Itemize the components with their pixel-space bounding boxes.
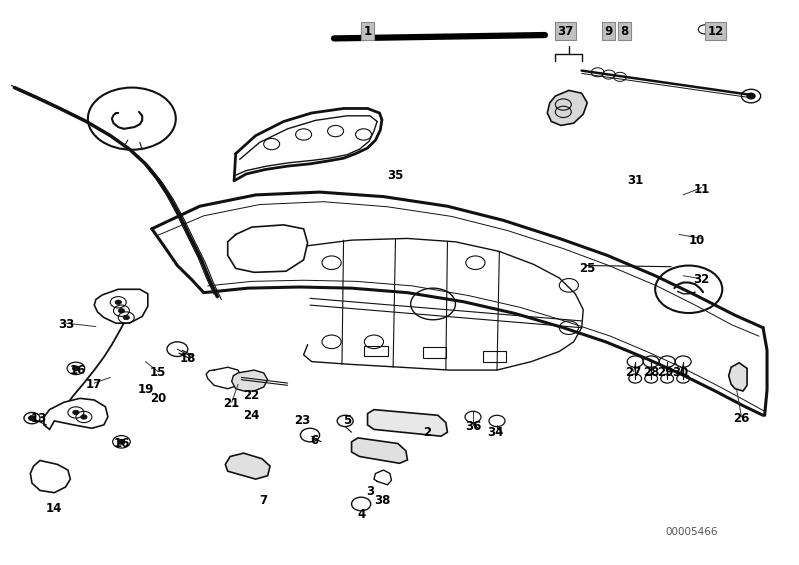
Circle shape [115,300,121,305]
Bar [483,351,506,362]
Text: 33: 33 [58,318,74,332]
Text: 3: 3 [366,485,374,498]
Polygon shape [352,438,407,463]
Text: 28: 28 [643,366,659,380]
Text: 24: 24 [244,408,260,422]
Text: 37: 37 [558,24,574,38]
Polygon shape [225,453,270,479]
Text: 8: 8 [621,24,629,38]
Bar [364,346,388,356]
Text: 4: 4 [358,507,366,521]
Circle shape [29,416,35,420]
Polygon shape [729,363,747,391]
Text: 7: 7 [260,493,268,507]
Text: 6: 6 [310,434,318,447]
Circle shape [118,308,125,313]
Text: 2: 2 [423,425,431,439]
Text: 1: 1 [364,24,372,38]
Text: 9: 9 [605,24,613,38]
Polygon shape [368,410,447,436]
Text: 32: 32 [694,273,710,286]
Polygon shape [547,90,587,125]
Circle shape [118,440,125,444]
Text: 21: 21 [224,397,240,411]
Text: 38: 38 [374,493,390,507]
Bar [423,347,446,358]
Polygon shape [232,370,268,391]
Text: 36: 36 [465,420,481,433]
Text: 15: 15 [150,366,166,380]
Text: 13: 13 [30,411,46,425]
Polygon shape [94,289,148,323]
Text: 27: 27 [626,366,642,380]
Polygon shape [44,398,108,429]
Text: 19: 19 [138,383,154,397]
Text: 00005466: 00005466 [665,527,718,537]
Text: 35: 35 [388,168,403,182]
Text: 5: 5 [344,414,352,428]
Text: 20: 20 [150,392,166,405]
Text: 25: 25 [579,262,595,275]
Text: 22: 22 [244,389,260,402]
Circle shape [123,315,129,320]
Text: 31: 31 [627,174,643,188]
Text: 10: 10 [689,233,705,247]
Text: 16: 16 [114,437,130,450]
Text: 29: 29 [658,366,674,380]
Text: 34: 34 [487,425,503,439]
Text: 30: 30 [673,366,689,380]
Text: 23: 23 [294,414,310,428]
Text: 14: 14 [46,502,62,515]
Circle shape [73,410,79,415]
Circle shape [747,93,755,99]
Circle shape [81,415,87,419]
Text: 16: 16 [70,363,86,377]
Text: 12: 12 [708,24,724,38]
Text: 18: 18 [180,352,196,366]
Polygon shape [30,460,70,493]
Circle shape [73,366,79,371]
Text: 17: 17 [86,377,102,391]
Text: 26: 26 [733,411,749,425]
Text: 11: 11 [694,182,710,196]
